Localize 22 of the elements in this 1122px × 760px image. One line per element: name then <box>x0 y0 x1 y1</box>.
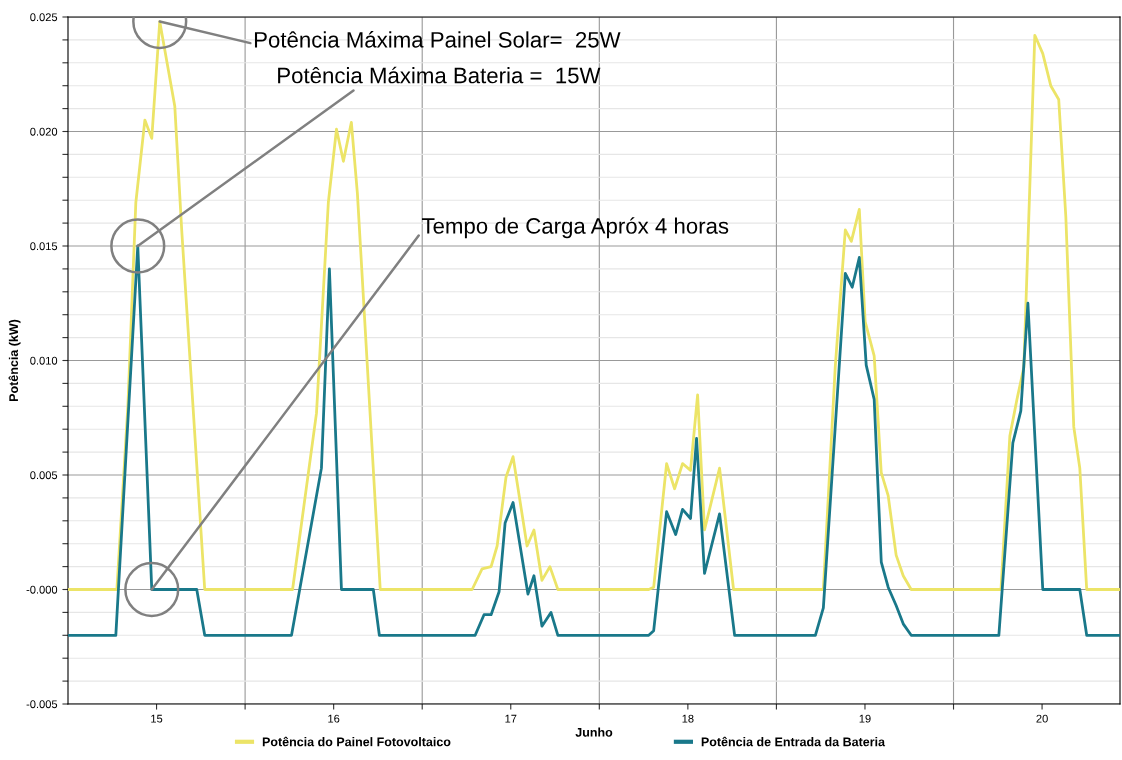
annotation: Tempo de Carga Apróx 4 horas <box>421 217 729 239</box>
y-tick-label: -0.005 <box>26 700 58 709</box>
y-tick-label: -0.000 <box>26 585 58 594</box>
x-tick-label: 20 <box>1036 714 1048 723</box>
y-tick-label: 0.025 <box>30 13 58 22</box>
y-tick-label: 0.015 <box>30 242 58 251</box>
annotation: Potência Máxima Bateria = 15W <box>278 66 601 84</box>
x-tick-label: 18 <box>682 714 694 723</box>
y-tick-label: 0.020 <box>30 127 58 136</box>
x-tick-label: 17 <box>505 714 517 723</box>
line-series <box>68 20 1120 591</box>
x-tick-label: 15 <box>151 714 163 723</box>
legend-label: Potência de Entrada da Bateria <box>701 736 886 747</box>
annotation: Potência Máxima Painel Solar= 25W <box>254 31 621 48</box>
y-axis-title: Potência (kW) <box>8 319 21 401</box>
x-axis-title: Junho <box>575 727 613 737</box>
y-tick-label: 0.005 <box>30 471 58 480</box>
x-tick-label: 16 <box>328 714 340 723</box>
line-series <box>68 244 1120 637</box>
y-tick-label: 0.010 <box>30 356 58 365</box>
legend-label: Potência do Painel Fotovoltaico <box>262 736 451 747</box>
x-tick-label: 19 <box>859 714 871 723</box>
